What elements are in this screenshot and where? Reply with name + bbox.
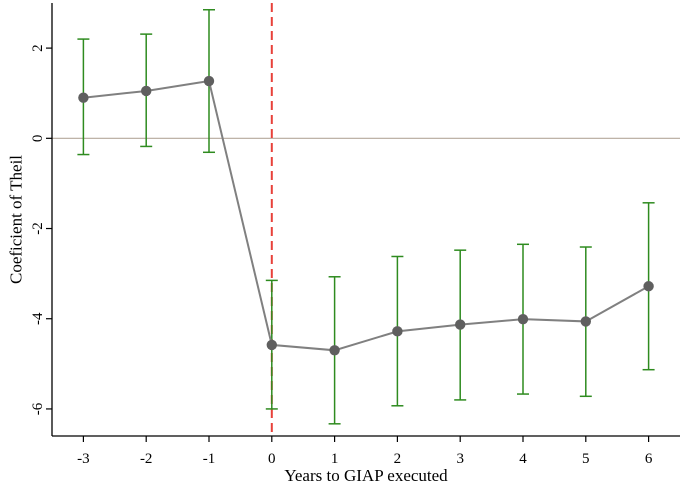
- data-point: [392, 326, 403, 337]
- y-tick-label: 0: [30, 135, 46, 143]
- plot-area: [52, 3, 680, 436]
- data-point: [78, 92, 89, 103]
- confidence-interval-bars: [77, 9, 655, 425]
- data-point: [580, 316, 591, 327]
- x-axis-ticks: -3 -2 -1 0 1 2 3 4 5 6: [77, 436, 653, 467]
- y-axis-ticks: 2 0 -2 -4 -6: [30, 44, 52, 415]
- x-tick-label: -1: [203, 451, 216, 467]
- coefficient-points: [78, 75, 654, 356]
- x-tick-label: 3: [456, 451, 464, 467]
- y-tick-label: -2: [30, 222, 46, 235]
- x-tick-label: -2: [140, 451, 153, 467]
- x-axis-title: Years to GIAP executed: [284, 466, 448, 485]
- x-tick-label: 1: [331, 451, 339, 467]
- x-tick-label: 2: [394, 451, 402, 467]
- data-point: [266, 339, 277, 351]
- y-axis-title: Coeficient of Theil: [7, 155, 26, 284]
- data-point: [517, 313, 529, 325]
- coefficient-line: [83, 79, 650, 352]
- x-tick-label: 0: [268, 451, 276, 467]
- axes: 2 0 -2 -4 -6 -3 -2 -1 0 1 2 3 4 5 6: [30, 3, 680, 467]
- data-point: [643, 281, 654, 292]
- x-tick-label: -3: [77, 451, 90, 467]
- data-point: [329, 345, 340, 356]
- y-tick-label: -6: [30, 402, 46, 415]
- x-tick-label: 6: [645, 451, 653, 467]
- y-tick-label: -4: [30, 312, 46, 325]
- data-point: [203, 75, 215, 87]
- data-point: [455, 319, 466, 330]
- data-point: [141, 85, 152, 97]
- y-tick-label: 2: [30, 44, 46, 52]
- x-tick-label: 5: [582, 451, 590, 467]
- x-tick-label: 4: [519, 451, 527, 467]
